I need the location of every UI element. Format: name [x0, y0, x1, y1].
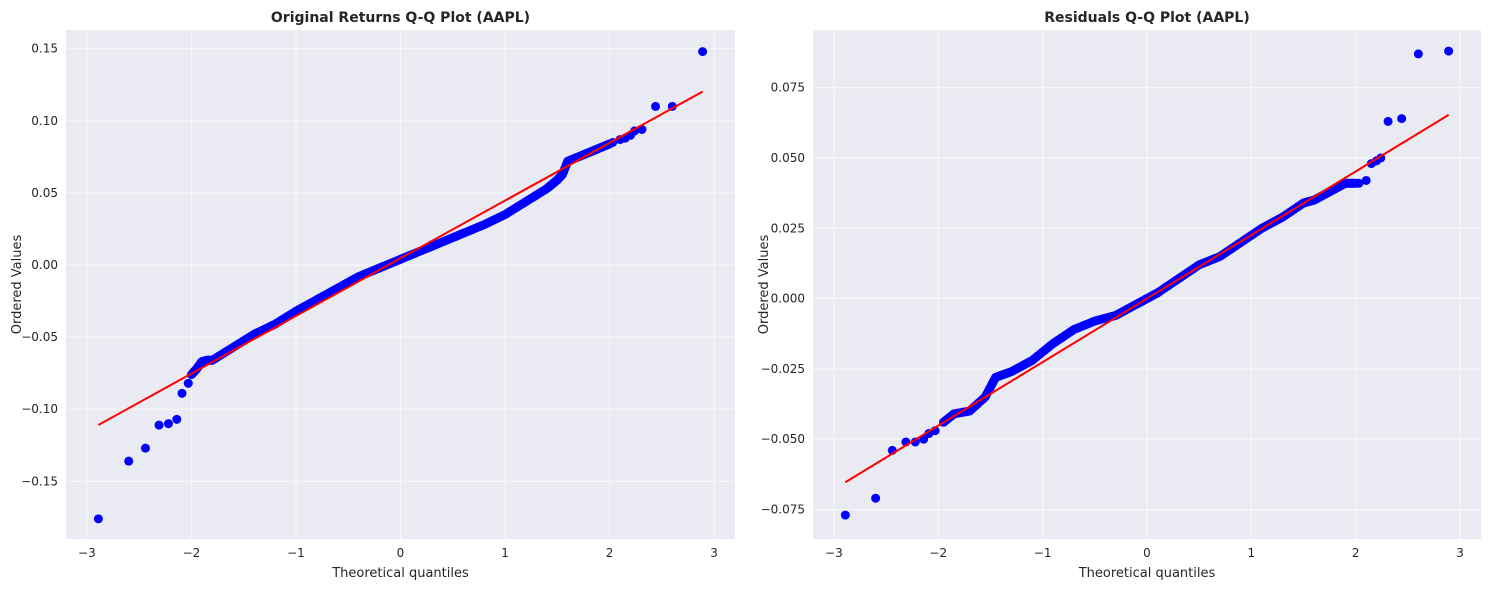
y-tick-label: 0.075	[771, 81, 805, 95]
x-tick-label: −2	[183, 546, 201, 560]
fit-line	[844, 114, 1450, 484]
y-tick-label: 0.000	[771, 292, 805, 306]
y-axis-label: Ordered Values	[757, 235, 772, 335]
y-tick-label: −0.075	[761, 502, 805, 516]
x-tick-label: 1	[1248, 546, 1256, 560]
x-axis-label: Theoretical quantiles	[1078, 566, 1216, 581]
x-tick-label: 1	[501, 546, 509, 560]
y-axis-label: Ordered Values	[10, 235, 25, 335]
data-point	[172, 414, 182, 424]
y-tick-label: −0.10	[21, 402, 58, 416]
data-point	[1383, 116, 1393, 126]
residuals-qq-panel: −3 −2 −1 0 1 2 3 −0.075 −0.050 −0.025 0.000 0.025 0.…	[757, 10, 1481, 581]
x-tick-label: 0	[1143, 546, 1151, 560]
data-point	[1350, 178, 1360, 188]
original-returns-qq-panel: −3 −2 −1 0 1 2 3 −0.15 −0.10 −0.05 0.00 0.05 0.10 0.1…	[10, 10, 735, 581]
x-tick-label: −3	[78, 546, 96, 560]
data-point	[1361, 175, 1371, 185]
data-point	[177, 388, 187, 398]
x-tick-label: 0	[397, 546, 405, 560]
y-tick-label: −0.15	[21, 474, 58, 488]
chart-title: Residuals Q-Q Plot (AAPL)	[1044, 10, 1250, 26]
data-point	[871, 493, 881, 503]
x-tick-label: 2	[606, 546, 614, 560]
data-point	[840, 510, 850, 520]
y-tick-label: −0.050	[761, 432, 805, 446]
x-tick-label: 2	[1352, 546, 1360, 560]
data-point	[124, 456, 134, 466]
y-tick-label: 0.05	[31, 186, 58, 200]
y-tick-label: −0.05	[21, 330, 58, 344]
x-tick-label: 3	[710, 546, 718, 560]
y-tick-label: 0.15	[31, 42, 58, 56]
x-tick-label: −3	[825, 546, 843, 560]
y-tick-label: 0.00	[31, 258, 58, 272]
data-point	[183, 378, 193, 388]
data-point	[93, 514, 103, 524]
x-tick-label: 3	[1456, 546, 1464, 560]
data-point	[140, 443, 150, 453]
fit-line	[97, 90, 704, 426]
data-point	[698, 47, 708, 57]
x-tick-label: −1	[1034, 546, 1052, 560]
data-point	[1397, 114, 1407, 124]
data-point	[1444, 46, 1454, 56]
x-tick-label: −1	[287, 546, 305, 560]
y-tick-label: 0.025	[771, 221, 805, 235]
x-tick-label: −2	[929, 546, 947, 560]
chart-title: Original Returns Q-Q Plot (AAPL)	[271, 10, 530, 26]
data-point	[154, 420, 164, 430]
data-point	[163, 419, 173, 429]
y-tick-label: −0.025	[761, 362, 805, 376]
data-point	[910, 437, 920, 447]
data-point	[1413, 49, 1423, 59]
y-tick-label: 0.10	[31, 114, 58, 128]
x-axis-label: Theoretical quantiles	[331, 566, 469, 581]
y-tick-label: 0.050	[771, 151, 805, 165]
data-point	[651, 101, 661, 111]
